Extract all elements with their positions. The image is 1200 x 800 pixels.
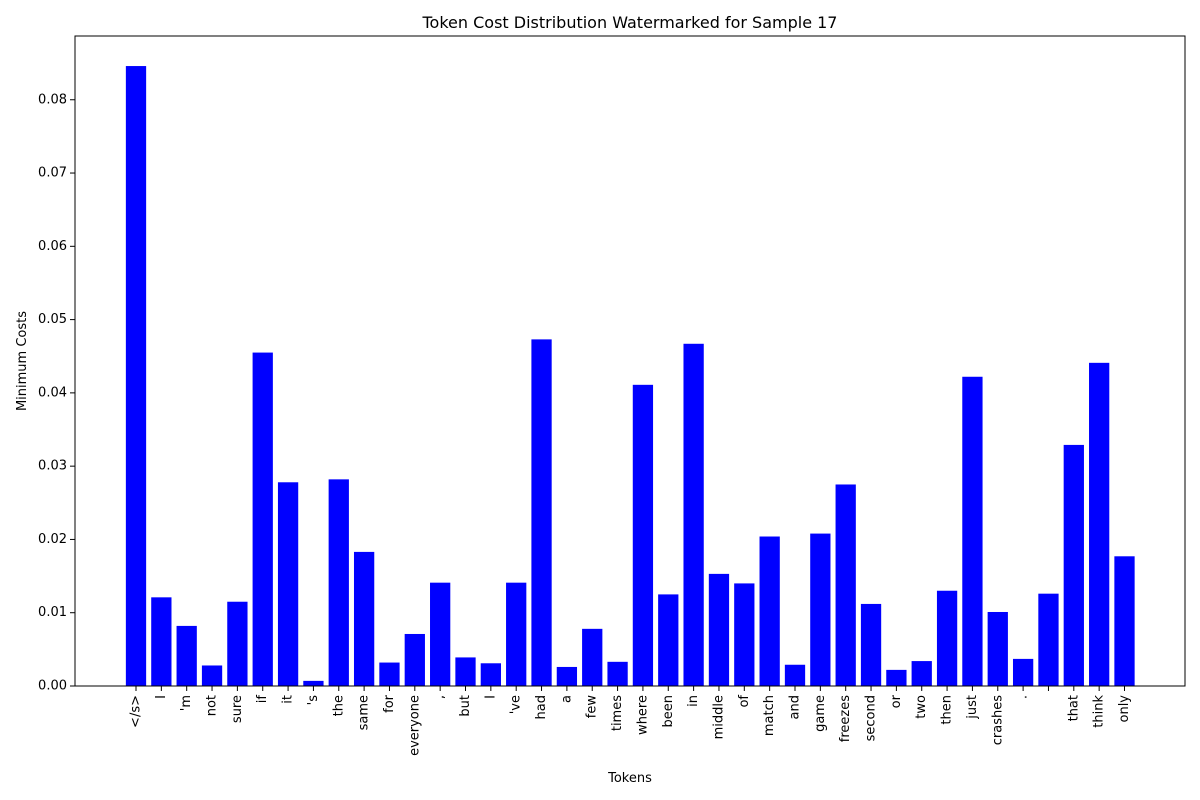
x-tick-label: times: [610, 695, 625, 731]
bar-12: [430, 582, 451, 686]
x-tick-label: middle: [711, 695, 726, 739]
y-axis-label: Minimum Costs: [15, 311, 30, 411]
x-tick-label: then: [940, 695, 955, 725]
bar-1: [151, 597, 172, 686]
x-tick-label: </s>: [129, 695, 144, 728]
x-tick-label: I: [483, 695, 498, 699]
bar-23: [708, 573, 730, 686]
x-tick-label: only: [1117, 695, 1132, 723]
bar-11: [404, 633, 425, 686]
plot-frame: [74, 35, 1186, 687]
bar-28: [835, 484, 856, 686]
x-tick-label: match: [762, 695, 777, 736]
bar-8: [328, 479, 349, 686]
x-tick-label: game: [813, 695, 828, 732]
y-tick-label: 0.04: [38, 385, 67, 400]
x-tick-label: few: [585, 695, 600, 719]
bar-24: [734, 583, 755, 686]
x-tick-label: second: [864, 695, 879, 741]
x-tick-label: a: [559, 695, 574, 703]
y-tick-label: 0.02: [38, 532, 67, 547]
bar-27: [810, 533, 831, 686]
x-tick-label: ,: [433, 695, 448, 699]
x-tick-label: that: [1066, 695, 1081, 721]
bar-31: [911, 661, 932, 686]
bar-19: [607, 661, 628, 686]
y-tick-label: 0.06: [38, 239, 67, 254]
x-tick-label: it: [281, 695, 296, 704]
bar-2: [176, 625, 197, 686]
x-tick-label: or: [889, 694, 904, 708]
x-tick-label: if: [255, 695, 270, 704]
y-tick-label: 0.00: [38, 679, 67, 694]
bar-29: [860, 603, 882, 686]
x-tick-label: 'm: [179, 695, 194, 711]
y-tick-label: 0.05: [38, 312, 67, 327]
bar-4: [227, 601, 248, 686]
x-tick-label: had: [534, 695, 549, 719]
bar-3: [201, 665, 223, 686]
bar-36: [1038, 593, 1059, 686]
bar-7: [303, 680, 324, 686]
bar-5: [252, 352, 273, 686]
bar-30: [886, 669, 907, 686]
bar-25: [759, 536, 780, 686]
bar-9: [353, 551, 375, 686]
y-tick-label: 0.03: [38, 459, 67, 474]
bar-15: [506, 582, 527, 686]
bar-21: [658, 594, 679, 686]
bar-10: [379, 662, 400, 686]
x-tick-label: same: [357, 695, 372, 730]
y-axis-ticks: 0.00 0.01 0.02 0.03 0.04 0.05 0.06 0.07 0.08: [38, 92, 75, 694]
x-tick-label: 's: [306, 695, 321, 706]
x-tick-label: I: [154, 695, 169, 699]
bar-13: [455, 657, 476, 686]
bar-35: [1012, 658, 1034, 686]
x-tick-label: not: [205, 695, 220, 716]
x-tick-label: .: [1016, 695, 1031, 699]
bar-16: [531, 339, 552, 686]
bar-33: [962, 376, 983, 686]
bar-18: [582, 628, 603, 686]
chart-title: Token Cost Distribution Watermarked for …: [422, 13, 838, 32]
y-tick-label: 0.01: [38, 605, 67, 620]
x-tick-label: crashes: [990, 695, 1005, 745]
bars-group: [125, 66, 1135, 687]
plot-area: [75, 36, 1185, 686]
x-tick-label: for: [382, 694, 397, 713]
x-tick-label: and: [788, 695, 803, 719]
x-tick-label: of: [737, 695, 752, 708]
bar-32: [936, 590, 958, 686]
y-tick-label: 0.07: [38, 166, 67, 181]
x-axis-label: Tokens: [607, 771, 652, 786]
x-tick-label: sure: [230, 695, 245, 723]
bar-39: [1114, 556, 1135, 686]
x-tick-label: everyone: [407, 695, 422, 756]
bar-6: [277, 482, 299, 686]
x-tick-label: just: [965, 695, 980, 720]
x-tick-label: 've: [509, 695, 524, 714]
bar-26: [784, 664, 806, 686]
bar-34: [987, 611, 1008, 686]
x-tick-label: been: [661, 695, 676, 728]
x-tick-label: think: [1092, 695, 1107, 728]
bar-14: [480, 663, 501, 686]
x-tick-label: where: [635, 695, 650, 735]
bar-22: [683, 343, 704, 686]
x-tick-label: in: [686, 695, 701, 707]
y-tick-label: 0.08: [38, 92, 67, 107]
x-tick-label: the: [331, 695, 346, 716]
x-axis-ticks: </s> I 'm not sure if it 's the same for everyone, b…: [129, 686, 1132, 756]
bar-37: [1063, 444, 1084, 686]
x-tick-label: two: [914, 695, 929, 719]
bar-0: [125, 66, 147, 687]
bar-38: [1089, 362, 1110, 686]
x-tick-label: but: [458, 695, 473, 717]
bar-17: [556, 666, 578, 686]
bar-20: [632, 384, 654, 686]
x-tick-label: freezes: [838, 695, 853, 742]
